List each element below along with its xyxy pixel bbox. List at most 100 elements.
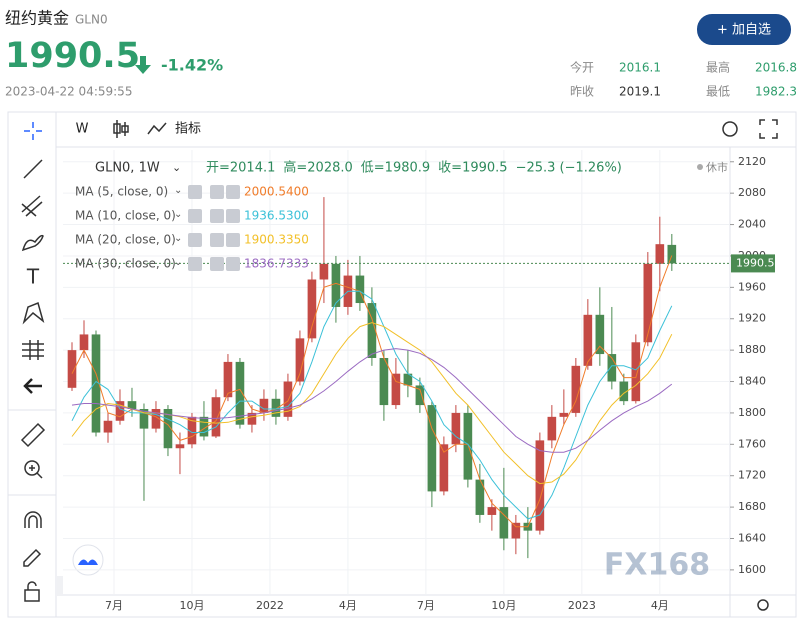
magnet-tool[interactable] — [24, 511, 42, 528]
pattern-tool[interactable] — [22, 301, 45, 325]
y-tick-label: 1960 — [738, 280, 766, 293]
candle-body — [331, 263, 341, 307]
ohlc-label: 收=1990.5 — [438, 161, 507, 176]
fork-tool[interactable] — [21, 195, 43, 217]
fullscreen-button[interactable] — [759, 119, 778, 139]
lock-tool[interactable] — [24, 581, 40, 602]
x-tick-label: 2023 — [568, 599, 596, 612]
ma-line — [71, 290, 673, 520]
candle-body — [511, 522, 521, 539]
y-tick-label: 1720 — [738, 469, 766, 482]
down-arrow — [135, 56, 151, 74]
brush-tool[interactable] — [21, 234, 44, 252]
candle-body — [595, 314, 605, 355]
visibility-button[interactable] — [188, 209, 202, 223]
candle-body — [139, 408, 149, 429]
candle-body — [547, 416, 557, 441]
candle-body — [655, 244, 665, 264]
legend-value: 1900.3350 — [244, 233, 309, 247]
visibility-button[interactable] — [188, 257, 202, 271]
candle-body — [175, 444, 185, 449]
settings-button[interactable] — [210, 233, 224, 247]
axis-settings[interactable] — [757, 599, 769, 611]
candle-body — [163, 408, 173, 449]
candle-body — [223, 361, 233, 398]
legend-name: MA (5, close, 0) — [75, 185, 168, 199]
measure-tool[interactable] — [22, 340, 44, 360]
candle-body — [91, 334, 101, 433]
chart-type-button[interactable] — [113, 120, 129, 138]
x-tick-label: 10月 — [179, 599, 204, 612]
legend-value: 1836.7333 — [244, 257, 309, 271]
candle-body — [427, 405, 437, 492]
stat-label: 最低 — [706, 85, 730, 99]
x-tick-label: 10月 — [491, 599, 516, 612]
stat-label: 最高 — [706, 60, 730, 75]
crosshair-tool[interactable] — [24, 122, 42, 140]
line-tool[interactable] — [23, 159, 43, 179]
remove-button[interactable] — [226, 257, 240, 271]
back-tool[interactable] — [23, 378, 42, 394]
symbol: GLN0, 1W — [95, 161, 160, 176]
visibility-button[interactable] — [188, 233, 202, 247]
candle-body — [571, 365, 581, 413]
settings-button[interactable] — [210, 185, 224, 199]
indicator-icon — [147, 122, 167, 135]
legend-value: 1936.5300 — [244, 209, 309, 223]
status-dot — [697, 164, 703, 170]
text-tool[interactable]: T — [26, 265, 40, 289]
visibility-button[interactable] — [188, 185, 202, 199]
candle-body — [559, 412, 569, 417]
button-label: + 加自选 — [717, 23, 771, 38]
y-tick-label: 2080 — [738, 186, 766, 199]
status: 休市 — [706, 160, 728, 174]
remove-button[interactable] — [226, 185, 240, 199]
code: GLN0 — [75, 13, 108, 27]
candle-body — [487, 507, 497, 515]
candle-body — [403, 373, 413, 386]
collapse-handle[interactable] — [57, 576, 63, 596]
y-tick-label: 1880 — [738, 343, 766, 356]
candle-body — [391, 373, 401, 406]
candle-body — [151, 408, 161, 429]
candle-body — [463, 412, 473, 480]
logo-icon — [78, 559, 98, 565]
legend-chevron: ⌄ — [172, 161, 181, 174]
candle-body — [439, 444, 449, 492]
candle-body — [199, 416, 209, 437]
stat-value: 2016.1 — [619, 61, 661, 75]
ohlc-label: 开=2014.1 — [206, 161, 275, 176]
price: 1990.5 — [5, 36, 140, 76]
candle-body — [475, 479, 485, 515]
candle-body — [619, 381, 629, 402]
drawing-mode-tool[interactable] — [23, 548, 42, 567]
ohlc-label: 低=1980.9 — [361, 161, 430, 176]
settings-button[interactable] — [722, 121, 738, 137]
last-price-box — [731, 254, 775, 273]
legend-name: MA (10, close, 0) — [75, 209, 176, 223]
stat-value: 1982.3 — [755, 85, 797, 99]
ruler-tool[interactable] — [20, 422, 46, 448]
remove-button[interactable] — [226, 209, 240, 223]
legend-chevron: ⌄ — [174, 209, 182, 220]
zoom-tool[interactable] — [24, 460, 43, 479]
last-price-label: 1990.5 — [736, 256, 775, 269]
settings-button[interactable] — [210, 209, 224, 223]
settings-button[interactable] — [210, 257, 224, 271]
indicator-button[interactable]: 指标 — [175, 122, 201, 137]
candle-body — [103, 420, 113, 433]
add-watchlist-button[interactable] — [697, 14, 791, 45]
plot: FX168 — [63, 150, 730, 595]
interval-button[interactable]: W — [76, 122, 89, 137]
logo-badge[interactable] — [72, 544, 104, 576]
legend-chevron: ⌄ — [174, 185, 182, 196]
candle-body — [667, 244, 677, 264]
candle-body — [235, 361, 245, 425]
candle-body — [259, 398, 269, 413]
timestamp: 2023-04-22 04:59:55 — [5, 85, 132, 99]
candle-body — [307, 279, 317, 339]
remove-button[interactable] — [226, 233, 240, 247]
candle-body — [67, 350, 77, 388]
candle-body — [271, 398, 281, 417]
